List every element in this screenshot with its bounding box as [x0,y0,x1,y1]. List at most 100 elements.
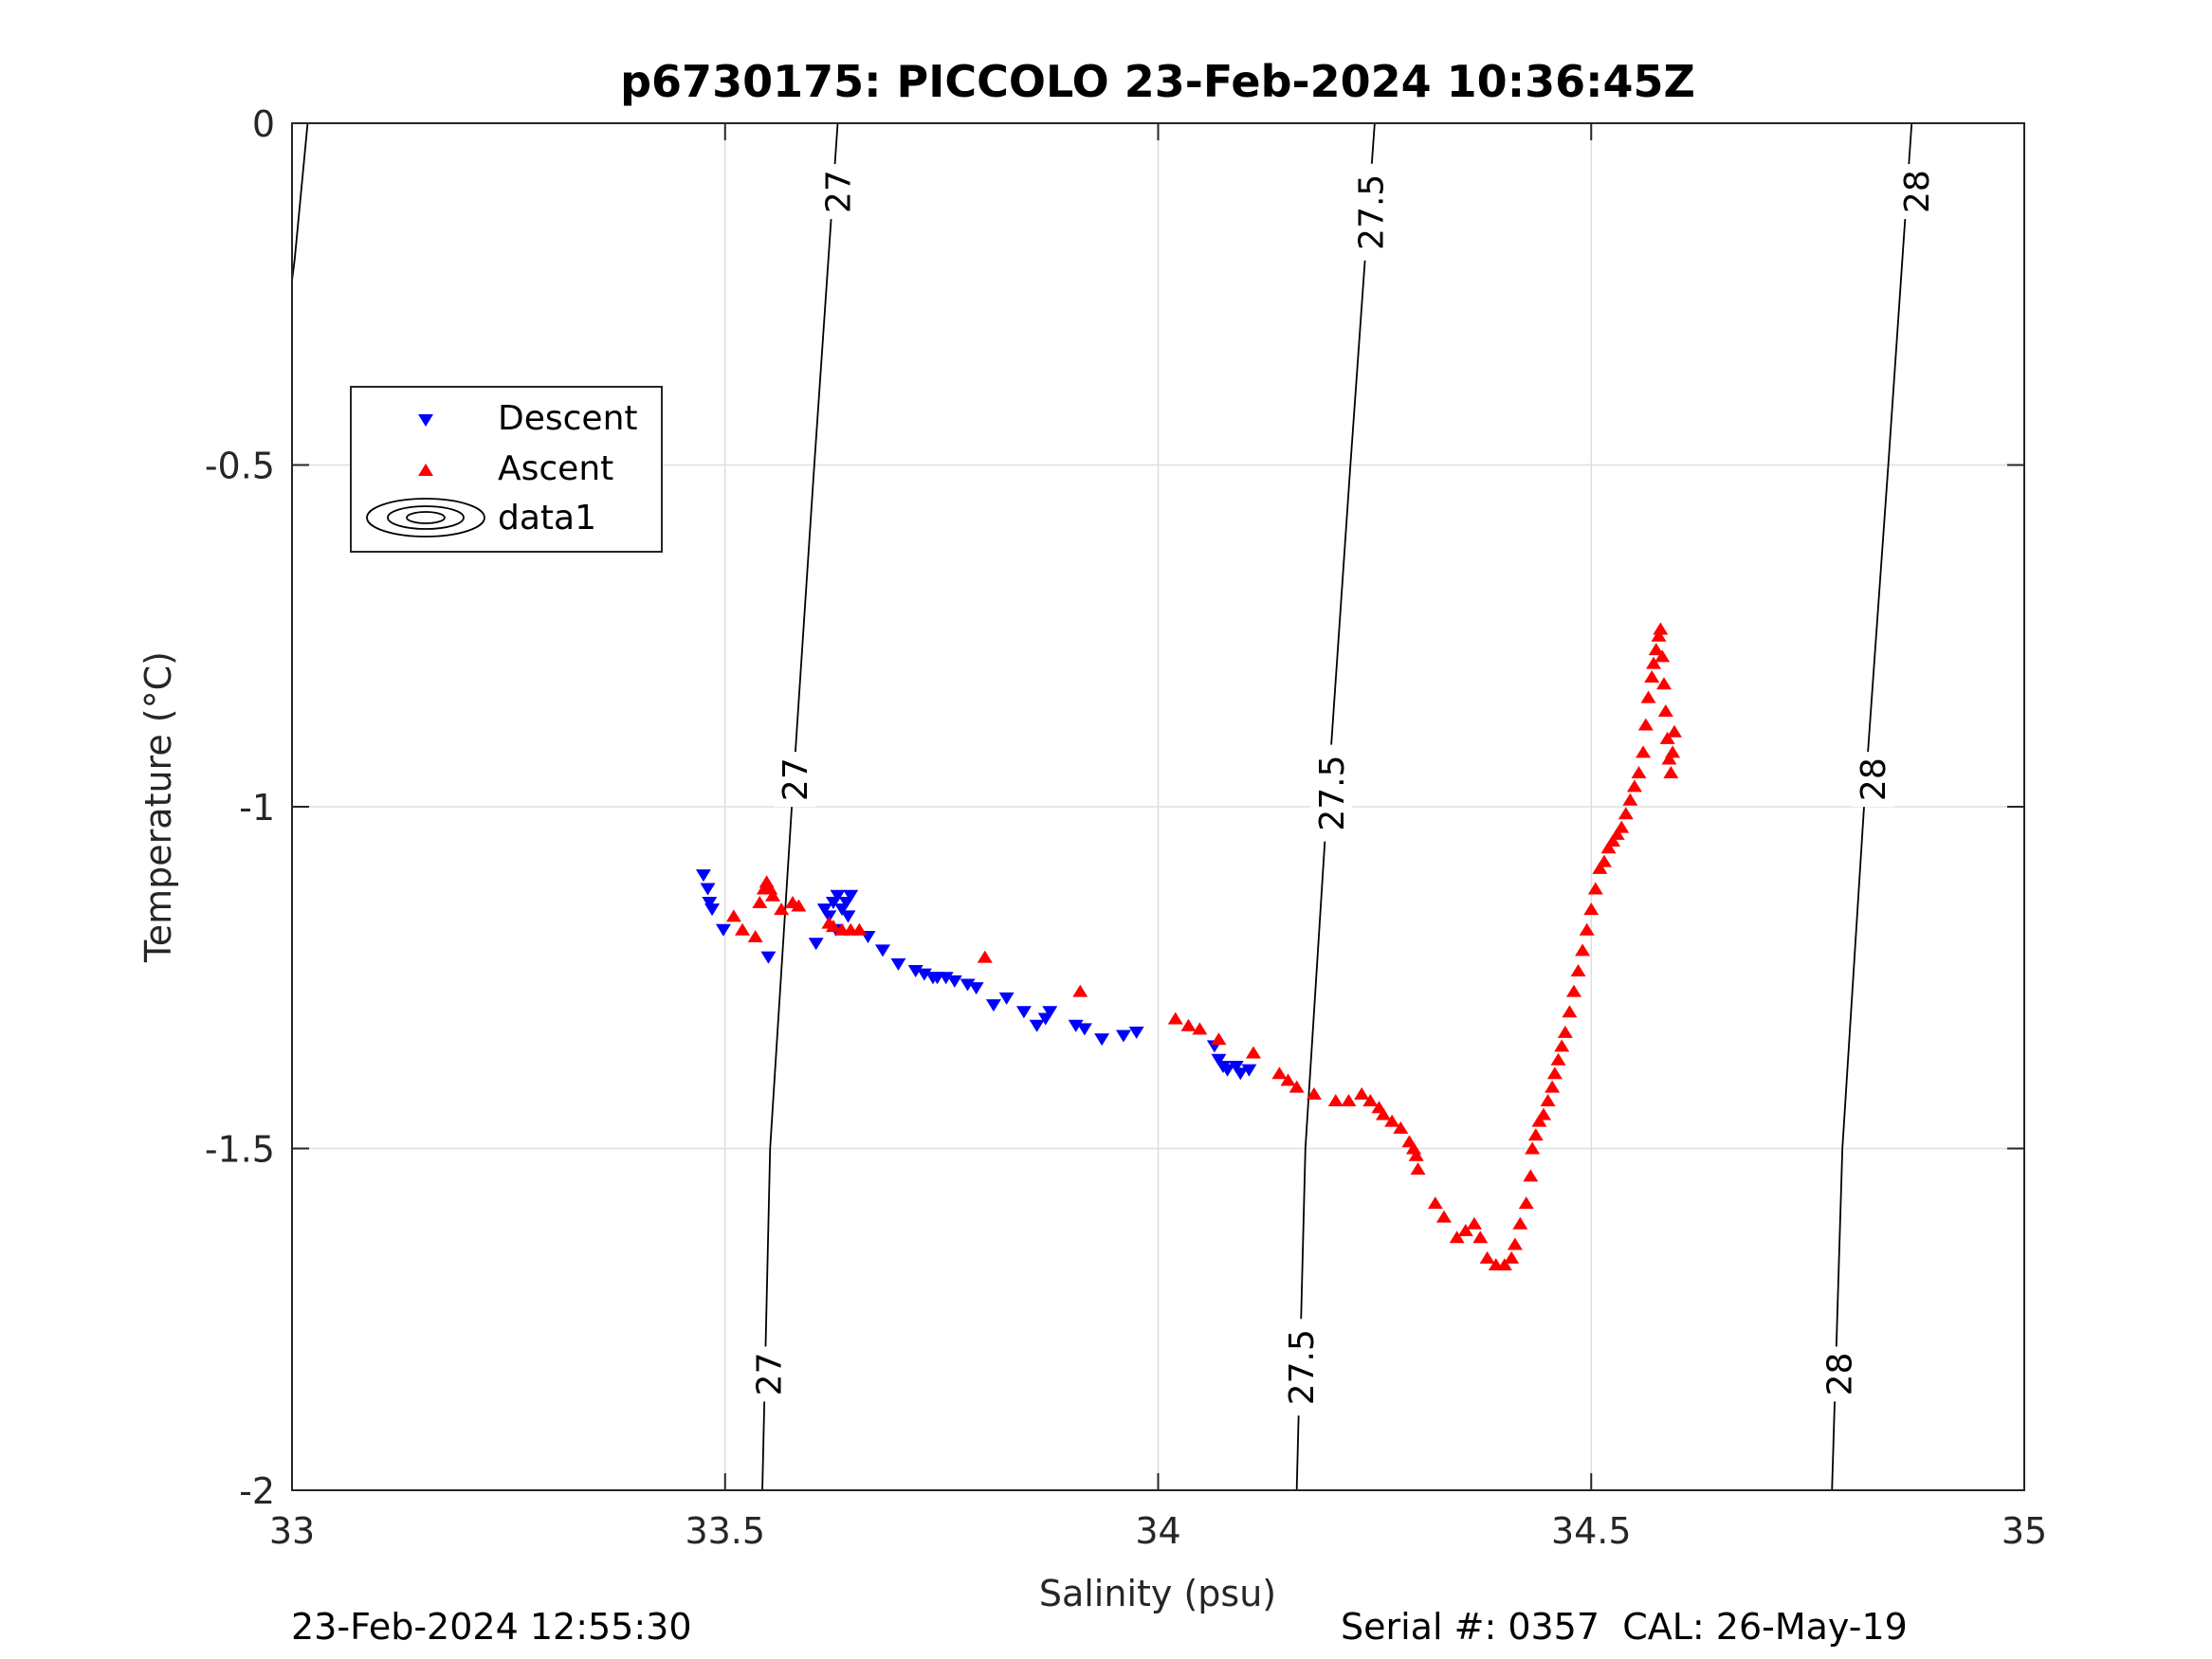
ascent-point [1550,1052,1566,1066]
ascent-point [825,920,841,933]
descent-point [1029,1019,1045,1032]
y-tick-label: -1 [239,787,275,829]
ascent-point [1306,1086,1322,1100]
descent-point [843,889,859,902]
ascent-point [1341,1094,1357,1107]
x-tick-label: 34 [1135,1510,1180,1552]
ascent-point [1648,643,1664,656]
descent-point [1219,1064,1235,1077]
ascent-point [791,899,807,912]
ascent-point [1565,984,1581,997]
ascent-point [1587,882,1603,895]
ascent-point [735,922,751,936]
ascent-point [1644,670,1660,684]
descent-point [1211,1053,1227,1066]
ascent-point [1271,1066,1288,1080]
descent-point [907,965,923,978]
axis-ticks: 33 33.5 34 34.5 35 0 -0.5 -1 -1.5 -2 [205,103,2047,1552]
ascent-point [1362,1094,1379,1107]
descent-point [840,910,856,923]
ascent-point [1654,649,1671,663]
ascent-point [1626,779,1642,793]
ascent-point [1665,745,1681,758]
descent-point [816,903,832,917]
descent-point [1015,1006,1032,1019]
grid-lines [292,123,2024,1490]
ascent-point [1640,690,1656,703]
contour-label-bg [1852,752,1894,808]
data-points [695,622,1682,1271]
ascent-point [1653,622,1669,635]
x-tick-label: 33.5 [685,1510,765,1552]
contour-label: 28 [1855,757,1893,801]
ascent-point [1427,1196,1443,1210]
legend-descent-label: Descent [498,399,638,438]
descent-point [1068,1019,1084,1032]
legend-contour-icon [366,498,485,538]
descent-point [1228,1060,1244,1073]
ascent-point [1211,1032,1227,1046]
ascent-point [1327,1094,1344,1107]
ascent-point [1536,1107,1552,1121]
ascent-point [1546,1066,1563,1080]
ascent-point [1609,827,1625,840]
descent-point [938,972,954,985]
descent-point [830,889,846,902]
ascent-point [1631,765,1647,778]
ascent-point [1457,1224,1473,1237]
descent-point [960,978,976,992]
ascent-point [747,929,763,942]
ascent-point [1557,1025,1573,1038]
ascent-point [1512,1216,1528,1230]
contour-label: 27 [777,757,815,801]
legend-descent-marker [418,414,433,427]
ascent-point [1523,1169,1539,1182]
ascent-point [1408,1148,1424,1161]
ascent-point [1655,677,1672,690]
descent-point [968,982,984,995]
ascent-point [1393,1121,1409,1134]
ascent-point [1504,1250,1520,1264]
ascent-point [1410,1162,1426,1176]
descent-point [1128,1026,1144,1039]
ascent-point [1192,1022,1208,1035]
y-tick-label: 0 [252,103,275,145]
footer-timestamp: 23-Feb-2024 12:55:30 [291,1606,692,1648]
ascent-point [1575,943,1591,957]
descent-point [916,968,932,981]
descent-point [1115,1030,1131,1043]
ascent-point [1605,834,1621,848]
contour-label-bg [747,1346,790,1402]
ascent-point [1570,964,1586,977]
contour-label-bg [1894,164,1937,220]
descent-point [998,992,1015,1005]
descent-point [985,999,1001,1012]
x-tick-label: 34.5 [1551,1510,1632,1552]
x-tick-label: 33 [269,1510,315,1552]
ascent-point [1622,793,1638,806]
contour-label-bg [816,164,859,220]
legend-ascent-label: Ascent [498,449,613,488]
descent-point [702,896,718,909]
ascent-point [1618,807,1634,820]
descent-point [946,975,962,988]
ascent-point [1245,1046,1261,1059]
x-axis-label: Salinity (psu) [1039,1573,1276,1614]
contour-label: 27.5 [1313,756,1352,831]
ascent-point [1180,1018,1197,1031]
ascent-point [1280,1073,1296,1086]
descent-point [1042,1006,1058,1019]
contour-label-bg [1280,1319,1323,1416]
ascent-point [1659,731,1675,744]
density-contours: 27 27 27 27.5 27.5 27.5 28 28 28 [291,122,1937,1491]
ascent-point [1354,1086,1370,1100]
contour-label: 27 [820,170,859,213]
x-tick-label: 35 [2002,1510,2047,1552]
ascent-point [1376,1107,1392,1121]
ascent-point [1666,724,1682,738]
descent-point [1233,1067,1249,1081]
ascent-point [1384,1114,1400,1127]
ascent-point [1579,922,1595,936]
ascent-point [1496,1258,1512,1271]
